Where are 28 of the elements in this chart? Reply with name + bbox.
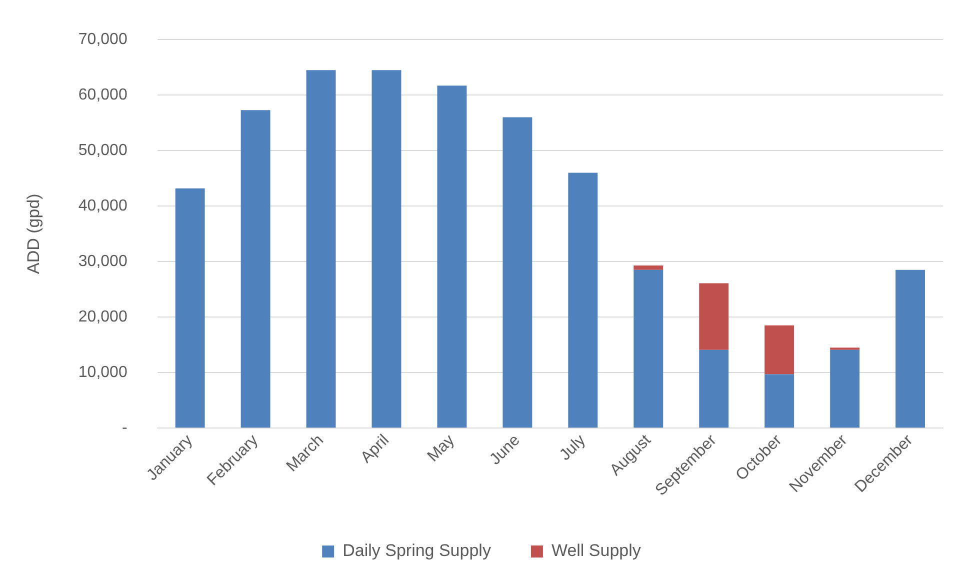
legend-label: Daily Spring Supply [342,541,492,560]
x-tick-label: May [424,432,458,466]
bar [240,110,270,428]
bar [372,70,402,428]
y-tick-label: 30,000 [78,252,128,270]
bar [699,283,729,350]
y-tick-label: 20,000 [78,308,128,326]
y-axis-title: ADD (gpd) [24,194,43,274]
y-tick-label: 50,000 [78,142,128,159]
x-tick-label: July [556,432,589,464]
bar [830,350,860,428]
y-tick-label: - [122,419,128,436]
y-tick-label: 10,000 [78,364,128,381]
legend-label: Well Supply [551,541,642,560]
bar [634,270,664,428]
bar [699,350,729,428]
bar [764,325,794,374]
bar [764,374,794,428]
y-tick-label: 70,000 [78,31,128,48]
bar [568,172,598,428]
bar [437,86,467,428]
bar [634,265,664,270]
y-tick-label: 40,000 [78,198,128,214]
bar [306,70,336,428]
bar [896,270,925,428]
bar [502,117,532,428]
bar [175,188,205,428]
y-tick-label: 60,000 [78,86,128,104]
